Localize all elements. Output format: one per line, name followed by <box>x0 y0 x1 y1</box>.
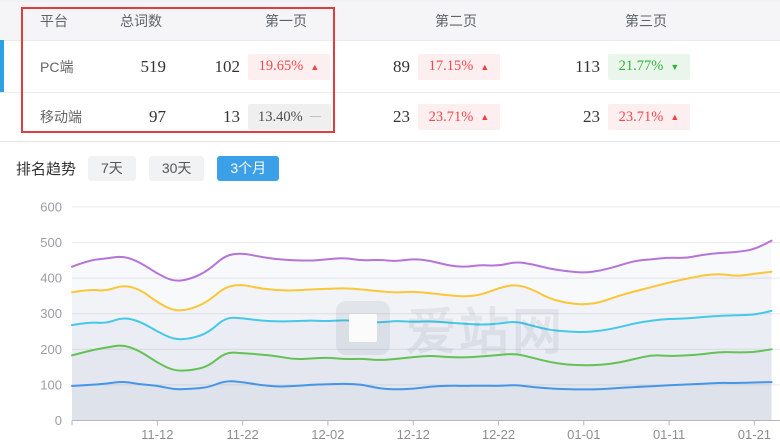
svg-text:500: 500 <box>40 235 62 250</box>
svg-text:11-22: 11-22 <box>226 427 258 442</box>
change-badge: 13.40% <box>248 104 331 130</box>
trend-title: 排名趋势 <box>16 160 77 178</box>
change-badge: 23.71% <box>418 104 500 130</box>
col-header-platform: 平台 <box>40 13 68 29</box>
page3-count: 23 <box>583 107 600 126</box>
svg-text:600: 600 <box>40 199 62 214</box>
active-row-indicator <box>0 40 4 92</box>
col-header-total: 总词数 <box>120 13 162 29</box>
svg-text:12-02: 12-02 <box>311 427 344 442</box>
total-words: 97 <box>149 107 166 126</box>
change-badge: 21.77% <box>608 53 690 80</box>
page1-count: 13 <box>223 107 240 126</box>
svg-text:01-01: 01-01 <box>567 427 600 442</box>
svg-text:200: 200 <box>40 342 62 357</box>
page1-count: 102 <box>214 56 241 76</box>
change-badge: 17.15% <box>418 53 500 80</box>
page3-badge-cell: 21.77% <box>600 53 692 80</box>
svg-text:01-21: 01-21 <box>738 427 771 442</box>
trend-toolbar: 排名趋势 7天 30天 3个月 <box>0 155 780 181</box>
total-words: 519 <box>140 56 167 76</box>
page2-count: 89 <box>393 56 410 76</box>
svg-text:01-11: 01-11 <box>653 427 685 442</box>
page1-badge-cell: 13.40% <box>240 104 332 130</box>
svg-text:12-12: 12-12 <box>397 427 430 442</box>
svg-text:100: 100 <box>40 377 62 392</box>
trend-chart[interactable]: 0 100 200 300 400 500 600 11-12 11-22 12-02 12-12 1… <box>0 195 780 448</box>
page3-count: 113 <box>575 56 600 76</box>
svg-text:300: 300 <box>40 306 62 321</box>
page1-badge-cell: 19.65% <box>240 53 332 80</box>
tab-3m[interactable]: 3个月 <box>217 155 280 181</box>
tab-7d[interactable]: 7天 <box>88 155 136 181</box>
svg-text:400: 400 <box>40 271 62 286</box>
change-badge: 19.65% <box>248 53 330 80</box>
col-header-page2: 第二页 <box>435 13 477 29</box>
trend-chart-canvas[interactable]: 0 100 200 300 400 500 600 11-12 11-22 12-02 12-12 1… <box>0 195 780 448</box>
table-header: 平台 总词数 第一页 第二页 第三页 <box>0 2 780 41</box>
page2-badge-cell: 17.15% <box>410 53 502 80</box>
svg-text:0: 0 <box>55 413 62 428</box>
platform-label: 移动端 <box>40 109 82 125</box>
tab-30d[interactable]: 30天 <box>148 155 205 181</box>
page2-count: 23 <box>393 107 410 126</box>
svg-text:11-12: 11-12 <box>141 427 173 442</box>
col-header-page3: 第三页 <box>625 13 667 29</box>
svg-text:12-22: 12-22 <box>482 427 515 442</box>
table-row-mobile[interactable]: 移动端 97 13 13.40% 23 23.71% 23 23.71% <box>0 93 780 142</box>
platform-label: PC端 <box>40 58 74 75</box>
page3-badge-cell: 23.71% <box>600 104 692 130</box>
change-badge: 23.71% <box>608 104 690 130</box>
col-header-page1: 第一页 <box>265 13 307 29</box>
keyword-rank-table: 平台 总词数 第一页 第二页 第三页 PC端 519 102 19.65% 89… <box>0 0 780 142</box>
table-row-pc[interactable]: PC端 519 102 19.65% 89 17.15% 113 21.77% <box>0 41 780 93</box>
trend-section: 排名趋势 7天 30天 3个月 0 100 200 300 400 500 600 11-12… <box>0 155 780 448</box>
page2-badge-cell: 23.71% <box>410 104 502 130</box>
